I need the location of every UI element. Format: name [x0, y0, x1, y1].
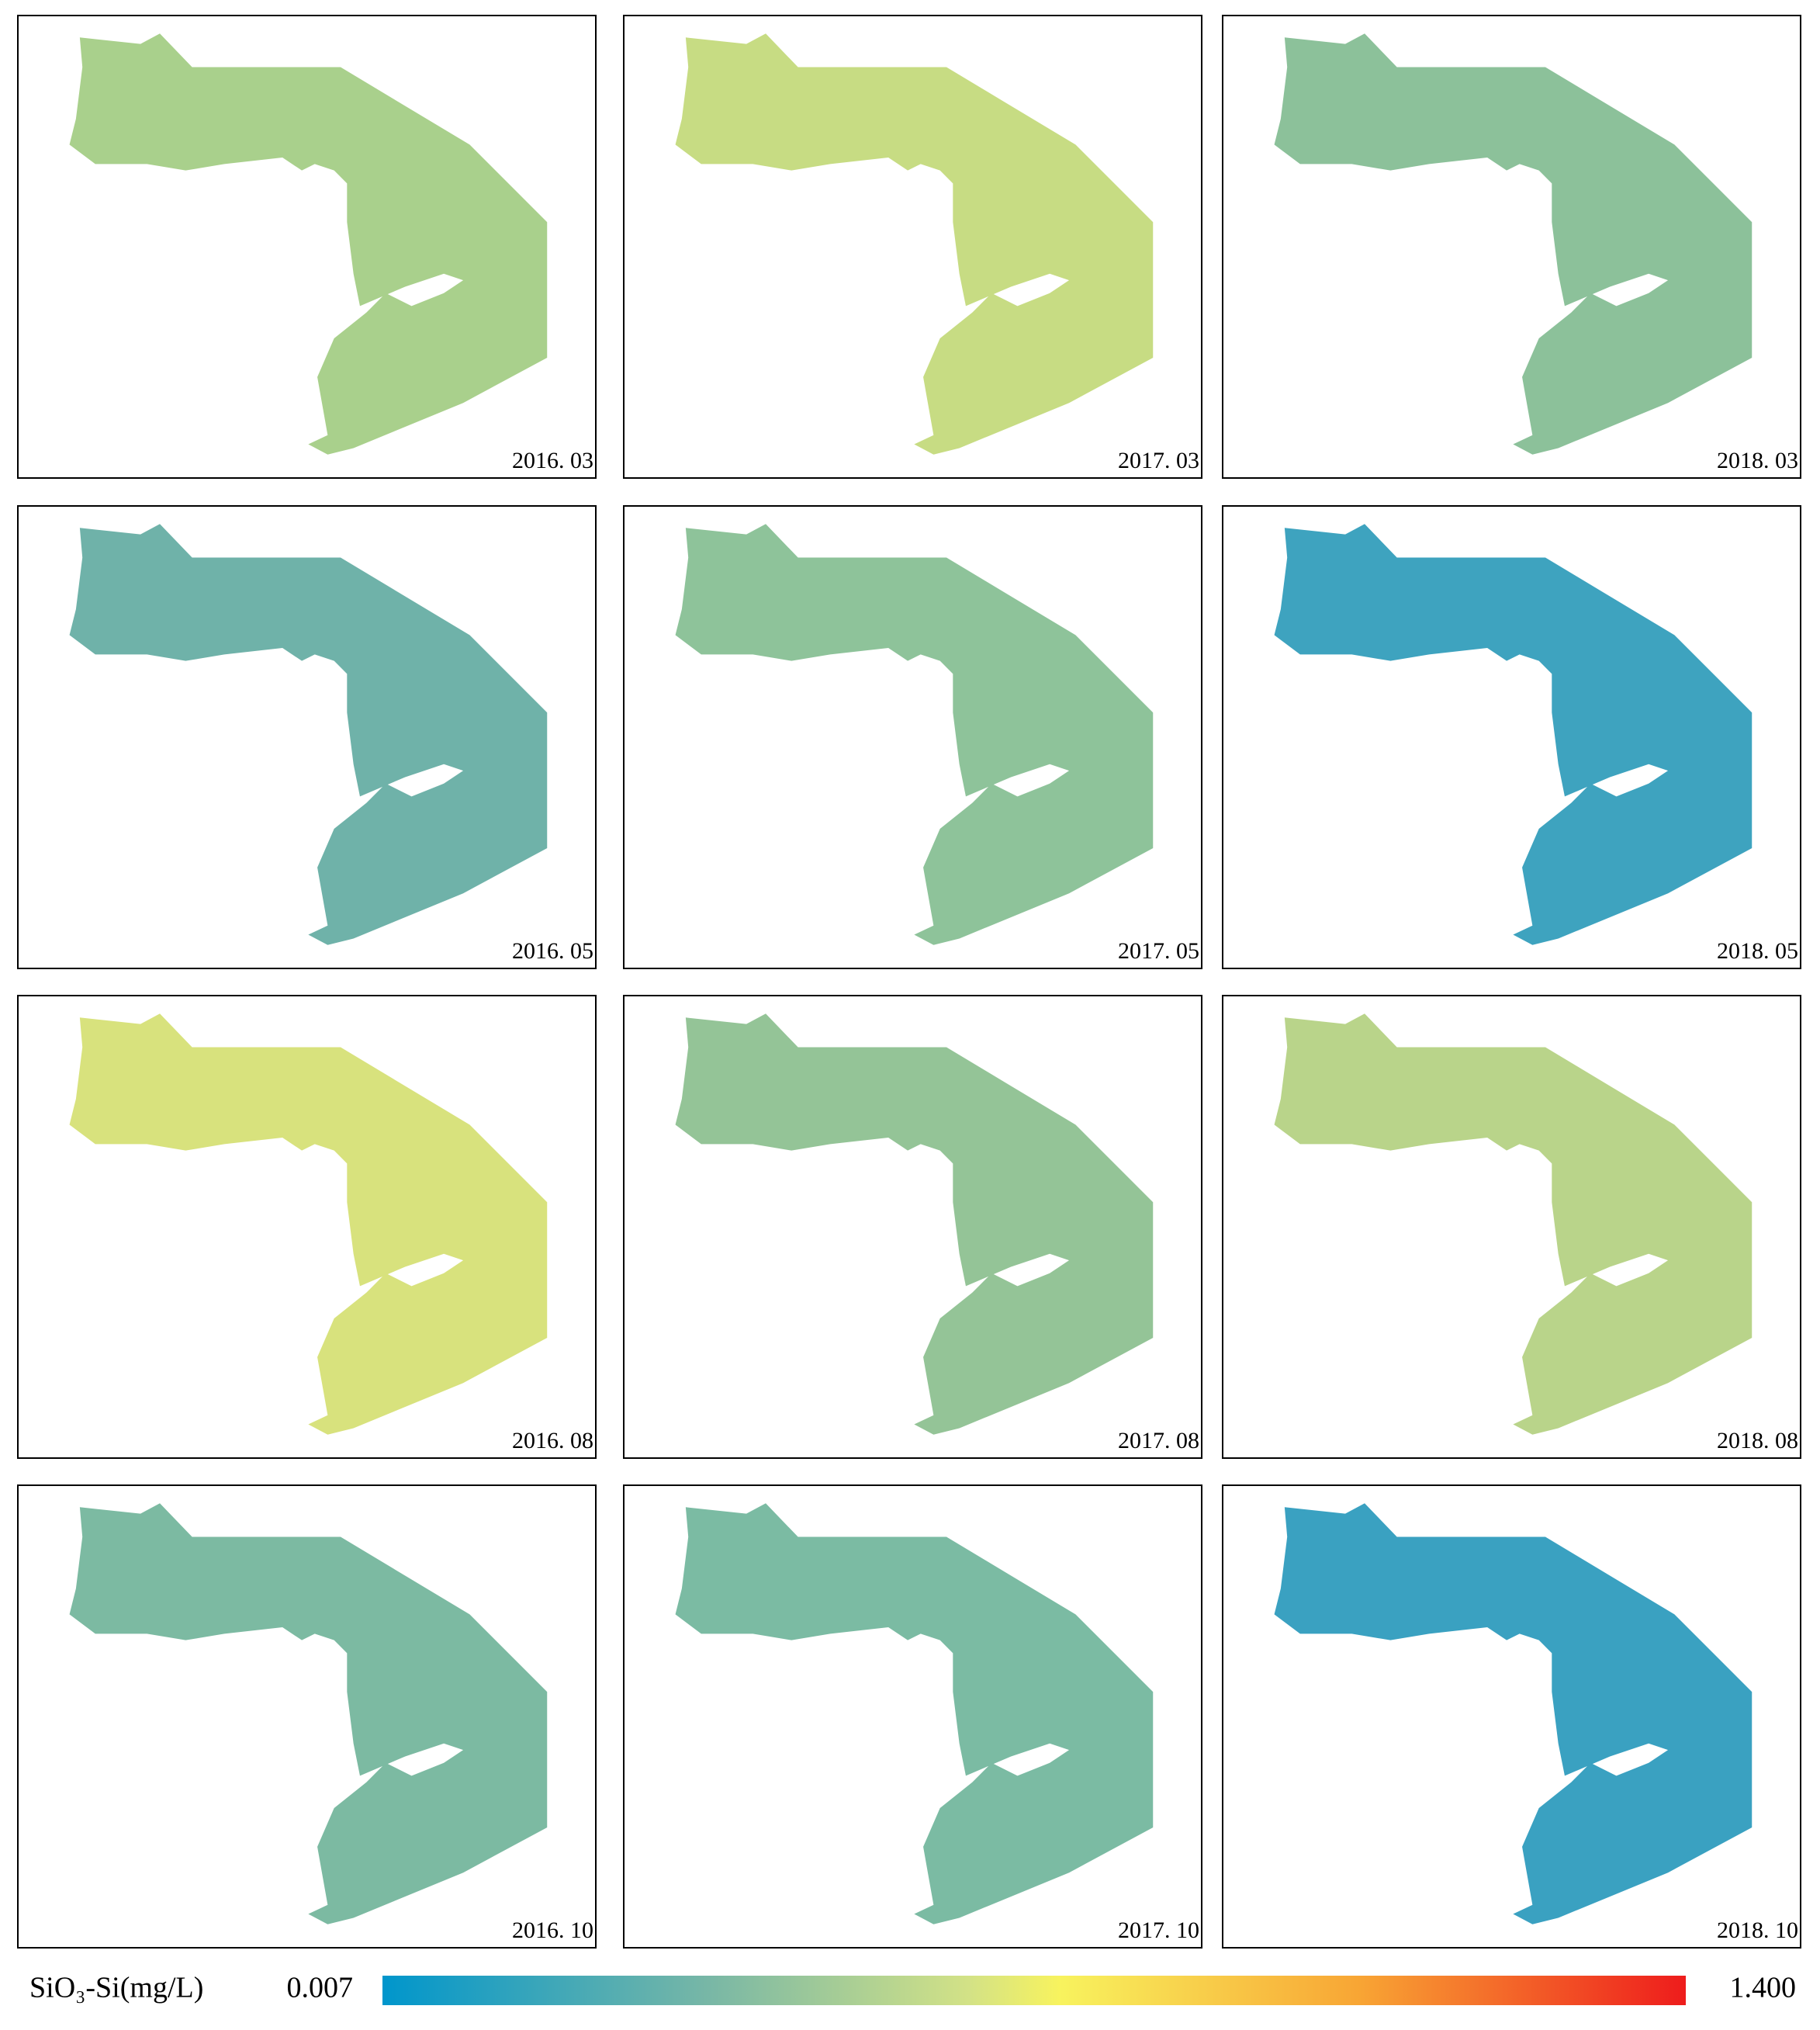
panel-label: 2016. 03	[512, 448, 593, 473]
map-panel: 2016. 10	[17, 1484, 597, 1949]
panel-label: 2016. 05	[512, 938, 593, 964]
map-panel: 2018. 03	[1222, 15, 1801, 479]
panel-label: 2016. 08	[512, 1428, 593, 1453]
panel-label: 2017. 10	[1118, 1917, 1199, 1943]
legend-max: 1.400	[1730, 1972, 1797, 2004]
map-panel: 2018. 10	[1222, 1484, 1801, 1949]
panel-label: 2018. 05	[1717, 938, 1798, 964]
panel-label: 2018. 08	[1717, 1428, 1798, 1453]
color-ramp	[382, 1976, 1686, 2005]
map-panel: 2016. 03	[17, 15, 597, 479]
panel-label: 2017. 08	[1118, 1428, 1199, 1453]
panel-label: 2016. 10	[512, 1917, 593, 1943]
map-panel: 2017. 10	[623, 1484, 1202, 1949]
panel-label: 2018. 03	[1717, 448, 1798, 473]
map-panel: 2017. 05	[623, 505, 1202, 969]
panel-label: 2018. 10	[1717, 1917, 1798, 1943]
panel-label: 2017. 05	[1118, 938, 1199, 964]
legend: SiO₃-Si(mg/L) 0.007 1.400	[29, 1972, 1796, 2005]
map-panel: 2017. 03	[623, 15, 1202, 479]
legend-title: SiO₃-Si(mg/L)	[29, 1972, 203, 2004]
panel-label: 2017. 03	[1118, 448, 1199, 473]
legend-min: 0.007	[287, 1972, 354, 2004]
map-panel: 2016. 08	[17, 995, 597, 1459]
map-panel: 2018. 08	[1222, 995, 1801, 1459]
map-panel: 2017. 08	[623, 995, 1202, 1459]
map-panel: 2018. 05	[1222, 505, 1801, 969]
map-panel: 2016. 05	[17, 505, 597, 969]
